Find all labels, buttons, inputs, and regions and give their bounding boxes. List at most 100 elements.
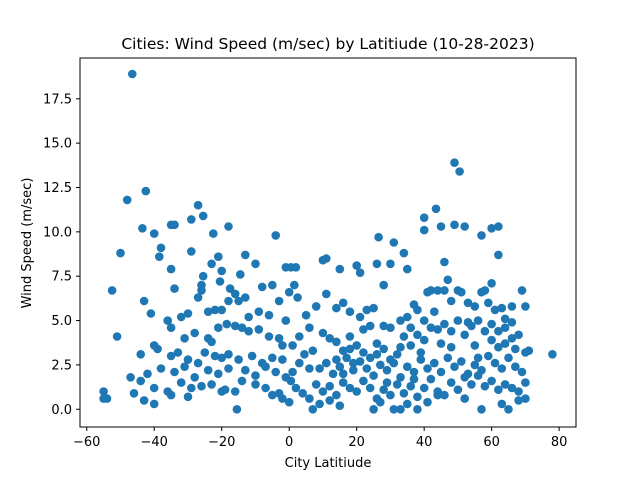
data-point xyxy=(419,213,429,222)
data-point xyxy=(342,353,351,363)
data-point xyxy=(426,323,436,333)
data-point xyxy=(369,371,378,380)
data-point xyxy=(311,302,321,311)
data-point xyxy=(470,341,480,350)
data-point xyxy=(278,355,287,364)
data-point xyxy=(433,325,443,334)
data-point xyxy=(203,365,213,375)
data-point xyxy=(446,326,456,336)
data-point xyxy=(487,335,496,345)
data-point xyxy=(450,362,459,372)
x-tick-label: 80 xyxy=(551,435,568,450)
data-point xyxy=(197,286,206,295)
data-point xyxy=(450,158,459,167)
data-point xyxy=(372,350,382,359)
data-point xyxy=(190,328,199,338)
data-point xyxy=(281,316,291,325)
data-point xyxy=(403,264,412,274)
data-point xyxy=(433,390,443,400)
data-point xyxy=(443,275,453,285)
data-point xyxy=(365,383,375,393)
data-point xyxy=(217,387,226,396)
data-point xyxy=(139,296,149,306)
data-point xyxy=(214,323,223,333)
data-point xyxy=(338,298,348,308)
data-point xyxy=(389,405,399,414)
data-point xyxy=(430,358,439,368)
data-point xyxy=(210,351,220,361)
data-point xyxy=(176,378,186,387)
data-point xyxy=(521,394,530,403)
data-point xyxy=(305,364,314,373)
data-point xyxy=(392,380,402,389)
data-point xyxy=(264,310,274,320)
data-point xyxy=(166,264,176,274)
data-points xyxy=(99,69,557,414)
data-point xyxy=(318,387,328,396)
data-point xyxy=(332,337,341,347)
x-tick-label: 20 xyxy=(348,435,365,450)
data-point xyxy=(500,314,510,324)
plot-frame xyxy=(79,57,577,428)
data-point xyxy=(305,323,314,333)
data-point xyxy=(463,298,473,308)
data-point xyxy=(419,335,429,345)
data-point xyxy=(264,332,274,341)
data-point xyxy=(291,263,301,272)
y-tick-label: 0.0 xyxy=(51,403,72,418)
data-point xyxy=(487,224,496,233)
data-point xyxy=(460,330,470,340)
data-point xyxy=(203,307,213,317)
data-point xyxy=(399,248,409,258)
data-point xyxy=(372,339,382,348)
data-point xyxy=(187,383,196,393)
data-point xyxy=(450,220,459,230)
data-point xyxy=(200,348,210,357)
data-point xyxy=(460,222,470,231)
data-point xyxy=(376,360,385,370)
data-point xyxy=(156,243,166,253)
data-point xyxy=(504,405,513,414)
data-point xyxy=(399,389,409,398)
data-point xyxy=(494,222,503,231)
data-point xyxy=(187,215,196,224)
data-point xyxy=(107,286,117,295)
data-point xyxy=(153,344,162,354)
data-point xyxy=(251,380,260,389)
data-point xyxy=(325,334,335,343)
data-point xyxy=(487,376,496,386)
data-point xyxy=(99,387,108,396)
data-point xyxy=(490,358,500,368)
data-point xyxy=(431,204,441,214)
data-point xyxy=(446,378,456,387)
data-point xyxy=(372,259,382,269)
data-point xyxy=(210,305,220,315)
data-point xyxy=(497,399,507,409)
data-point xyxy=(514,387,523,396)
data-point xyxy=(480,326,490,336)
data-point xyxy=(338,369,348,379)
data-point xyxy=(403,362,412,372)
data-point xyxy=(295,358,304,368)
data-point xyxy=(146,309,156,318)
data-point xyxy=(328,369,338,379)
x-tick-label: 40 xyxy=(416,435,433,450)
data-point xyxy=(288,367,297,377)
data-point xyxy=(215,277,225,286)
data-point xyxy=(274,296,284,306)
data-point xyxy=(180,362,189,372)
data-point xyxy=(268,353,277,363)
data-point xyxy=(156,364,166,373)
data-point xyxy=(379,321,389,331)
data-point xyxy=(198,271,208,281)
data-point xyxy=(176,312,186,322)
data-point xyxy=(301,310,311,320)
data-point xyxy=(507,318,517,327)
data-point xyxy=(443,353,453,363)
data-point xyxy=(436,222,446,231)
data-point xyxy=(494,342,503,352)
data-point xyxy=(416,348,426,357)
data-point xyxy=(234,296,243,306)
data-point xyxy=(413,405,422,414)
data-point xyxy=(352,261,362,270)
